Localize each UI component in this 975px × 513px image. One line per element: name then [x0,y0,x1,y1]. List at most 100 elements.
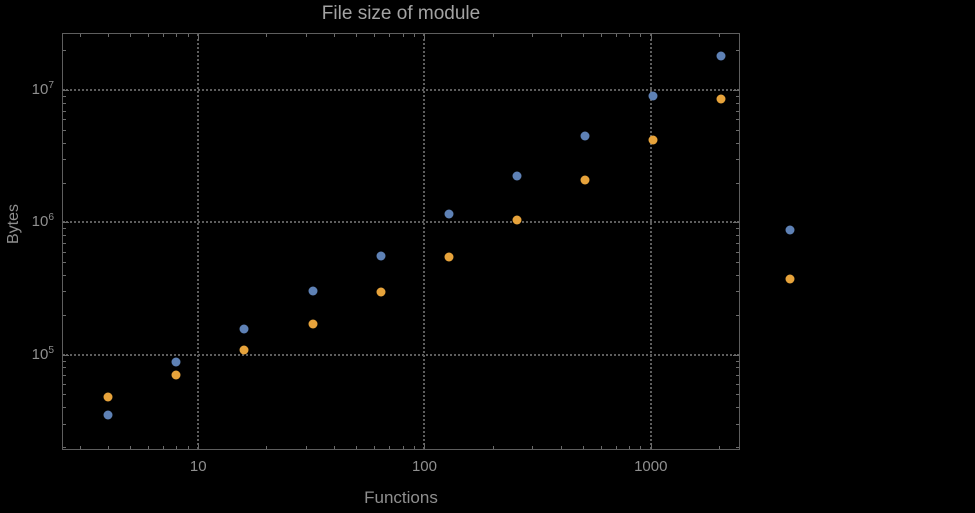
y-tick [63,275,66,276]
y-tick [63,235,66,236]
data-point-series-orange [716,94,726,104]
y-tick [63,394,66,395]
y-tick [736,291,739,292]
y-tick [63,50,66,51]
x-tick [148,446,149,449]
data-point-series-blue [580,131,590,141]
y-tick [63,375,66,376]
y-tick [63,252,66,253]
y-tick [63,243,66,244]
y-tick [736,361,739,362]
x-axis-label: Functions [364,488,438,507]
x-tick [198,34,199,40]
gridline-horizontal [63,221,739,224]
x-tick [640,446,641,449]
y-tick [63,407,66,408]
y-tick [733,355,739,356]
y-tick [63,96,66,97]
x-tick [130,446,131,449]
x-tick [640,34,641,37]
x-tick [601,446,602,449]
legend-marker-blue [785,225,795,235]
y-tick [736,367,739,368]
y-tick [736,130,739,131]
x-tick [532,34,533,37]
y-tick [733,90,739,91]
x-tick [414,446,415,449]
y-tick [63,159,66,160]
y-tick-label: 105 [31,344,54,363]
y-tick [63,111,66,112]
data-point-series-orange [580,175,590,185]
x-tick [561,446,562,449]
data-point-series-blue [444,209,454,219]
y-tick [63,228,66,229]
y-tick [736,262,739,263]
x-tick [176,34,177,37]
x-tick [616,34,617,37]
data-point-series-orange [239,345,249,355]
data-point-series-orange [512,215,522,225]
x-tick [651,34,652,40]
data-point-series-blue [239,324,249,334]
y-tick [63,119,66,120]
x-tick [306,446,307,449]
data-point-series-blue [308,286,318,296]
x-tick [163,446,164,449]
x-tick [424,34,425,40]
x-tick [334,446,335,449]
y-tick [736,407,739,408]
data-point-series-orange [376,287,386,297]
data-point-series-blue [171,357,181,367]
x-tick [356,446,357,449]
data-point-series-blue [648,91,658,101]
x-tick [108,446,109,449]
y-tick [736,228,739,229]
data-point-series-orange [444,252,454,262]
data-point-series-blue [103,410,113,420]
data-point-series-orange [103,392,113,402]
data-point-series-orange [171,370,181,380]
x-tick [356,34,357,37]
x-tick-label: 100 [411,458,437,475]
y-tick [63,424,66,425]
x-tick [629,34,630,37]
y-tick [63,222,69,223]
x-tick [532,446,533,449]
data-point-series-orange [648,135,658,145]
y-tick [63,361,66,362]
x-tick [561,34,562,37]
x-tick [403,34,404,37]
x-tick [198,443,199,449]
y-tick [63,367,66,368]
x-tick [374,446,375,449]
y-tick [63,315,66,316]
gridline-horizontal [63,353,739,356]
y-tick [736,384,739,385]
x-tick [719,446,720,449]
chart-title: File size of module [321,3,481,24]
y-tick [736,119,739,120]
x-tick-label: 1000 [634,458,668,475]
y-tick [736,424,739,425]
gridline-vertical [649,34,652,449]
y-tick [63,183,66,184]
y-tick [736,394,739,395]
y-tick [63,291,66,292]
y-tick [63,355,69,356]
y-tick [63,103,66,104]
gridline-horizontal [63,89,739,92]
legend-marker-orange [785,274,795,284]
x-tick [188,446,189,449]
y-tick [63,384,66,385]
x-tick [583,34,584,37]
data-point-series-blue [716,51,726,61]
x-tick [424,443,425,449]
x-tick [583,446,584,449]
y-tick-label: 107 [31,80,54,99]
y-tick [63,130,66,131]
y-tick [736,96,739,97]
x-tick [374,34,375,37]
y-tick [63,447,66,448]
y-tick [736,235,739,236]
